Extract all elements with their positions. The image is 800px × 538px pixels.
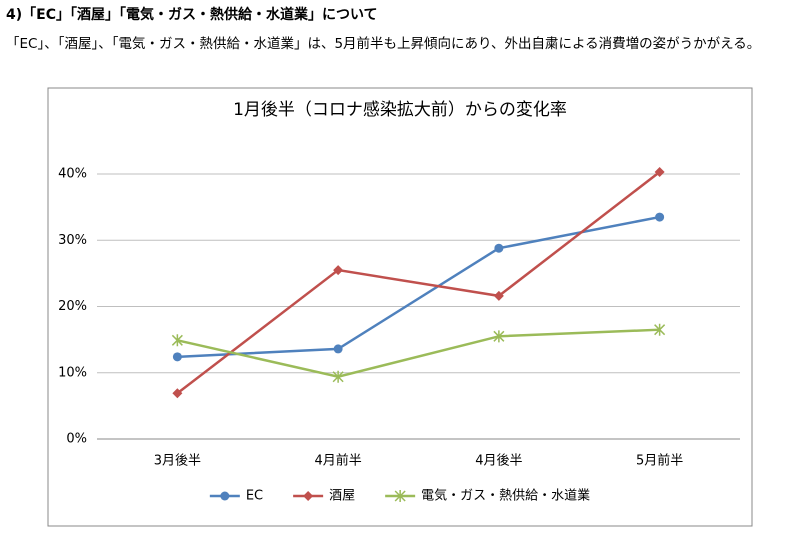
series-line	[176, 171, 661, 395]
x-tick-label: 4月前半	[314, 453, 361, 469]
chart-title: 1月後半（コロナ感染拡大前）からの変化率	[233, 100, 567, 120]
paragraph: 「EC」、「酒屋」、「電気・ガス・熱供給・水道業」は、5月前半も上昇傾向にあり、…	[6, 36, 761, 52]
series-line	[177, 328, 660, 379]
point	[171, 334, 183, 347]
x-tick-label: 3月後半	[154, 454, 201, 469]
point	[394, 490, 406, 502]
point	[332, 370, 344, 383]
point	[654, 323, 666, 336]
point	[172, 388, 183, 399]
point	[220, 491, 230, 501]
point	[494, 243, 504, 253]
point	[655, 212, 665, 222]
point	[493, 290, 504, 301]
legend-label: 電気・ガス・熱供給・水道業	[421, 488, 590, 504]
y-tick-label: 10%	[58, 365, 87, 380]
heading: 4)「EC」「酒屋」「電気・ガス・熱供給・水道業」について	[6, 7, 378, 23]
y-tick-label: 30%	[58, 233, 87, 248]
point	[493, 330, 505, 343]
point	[333, 344, 343, 354]
point	[303, 491, 314, 501]
legend-label: EC	[246, 489, 263, 504]
point	[333, 265, 344, 276]
x-tick-label: 5月前半	[636, 453, 683, 469]
point	[654, 167, 665, 178]
y-tick-label: 40%	[58, 167, 87, 182]
point	[172, 352, 182, 362]
x-tick-label: 4月後半	[475, 454, 522, 469]
y-tick-label: 20%	[58, 299, 87, 314]
y-tick-label: 0%	[66, 432, 87, 447]
legend-label: 酒屋	[329, 489, 355, 504]
